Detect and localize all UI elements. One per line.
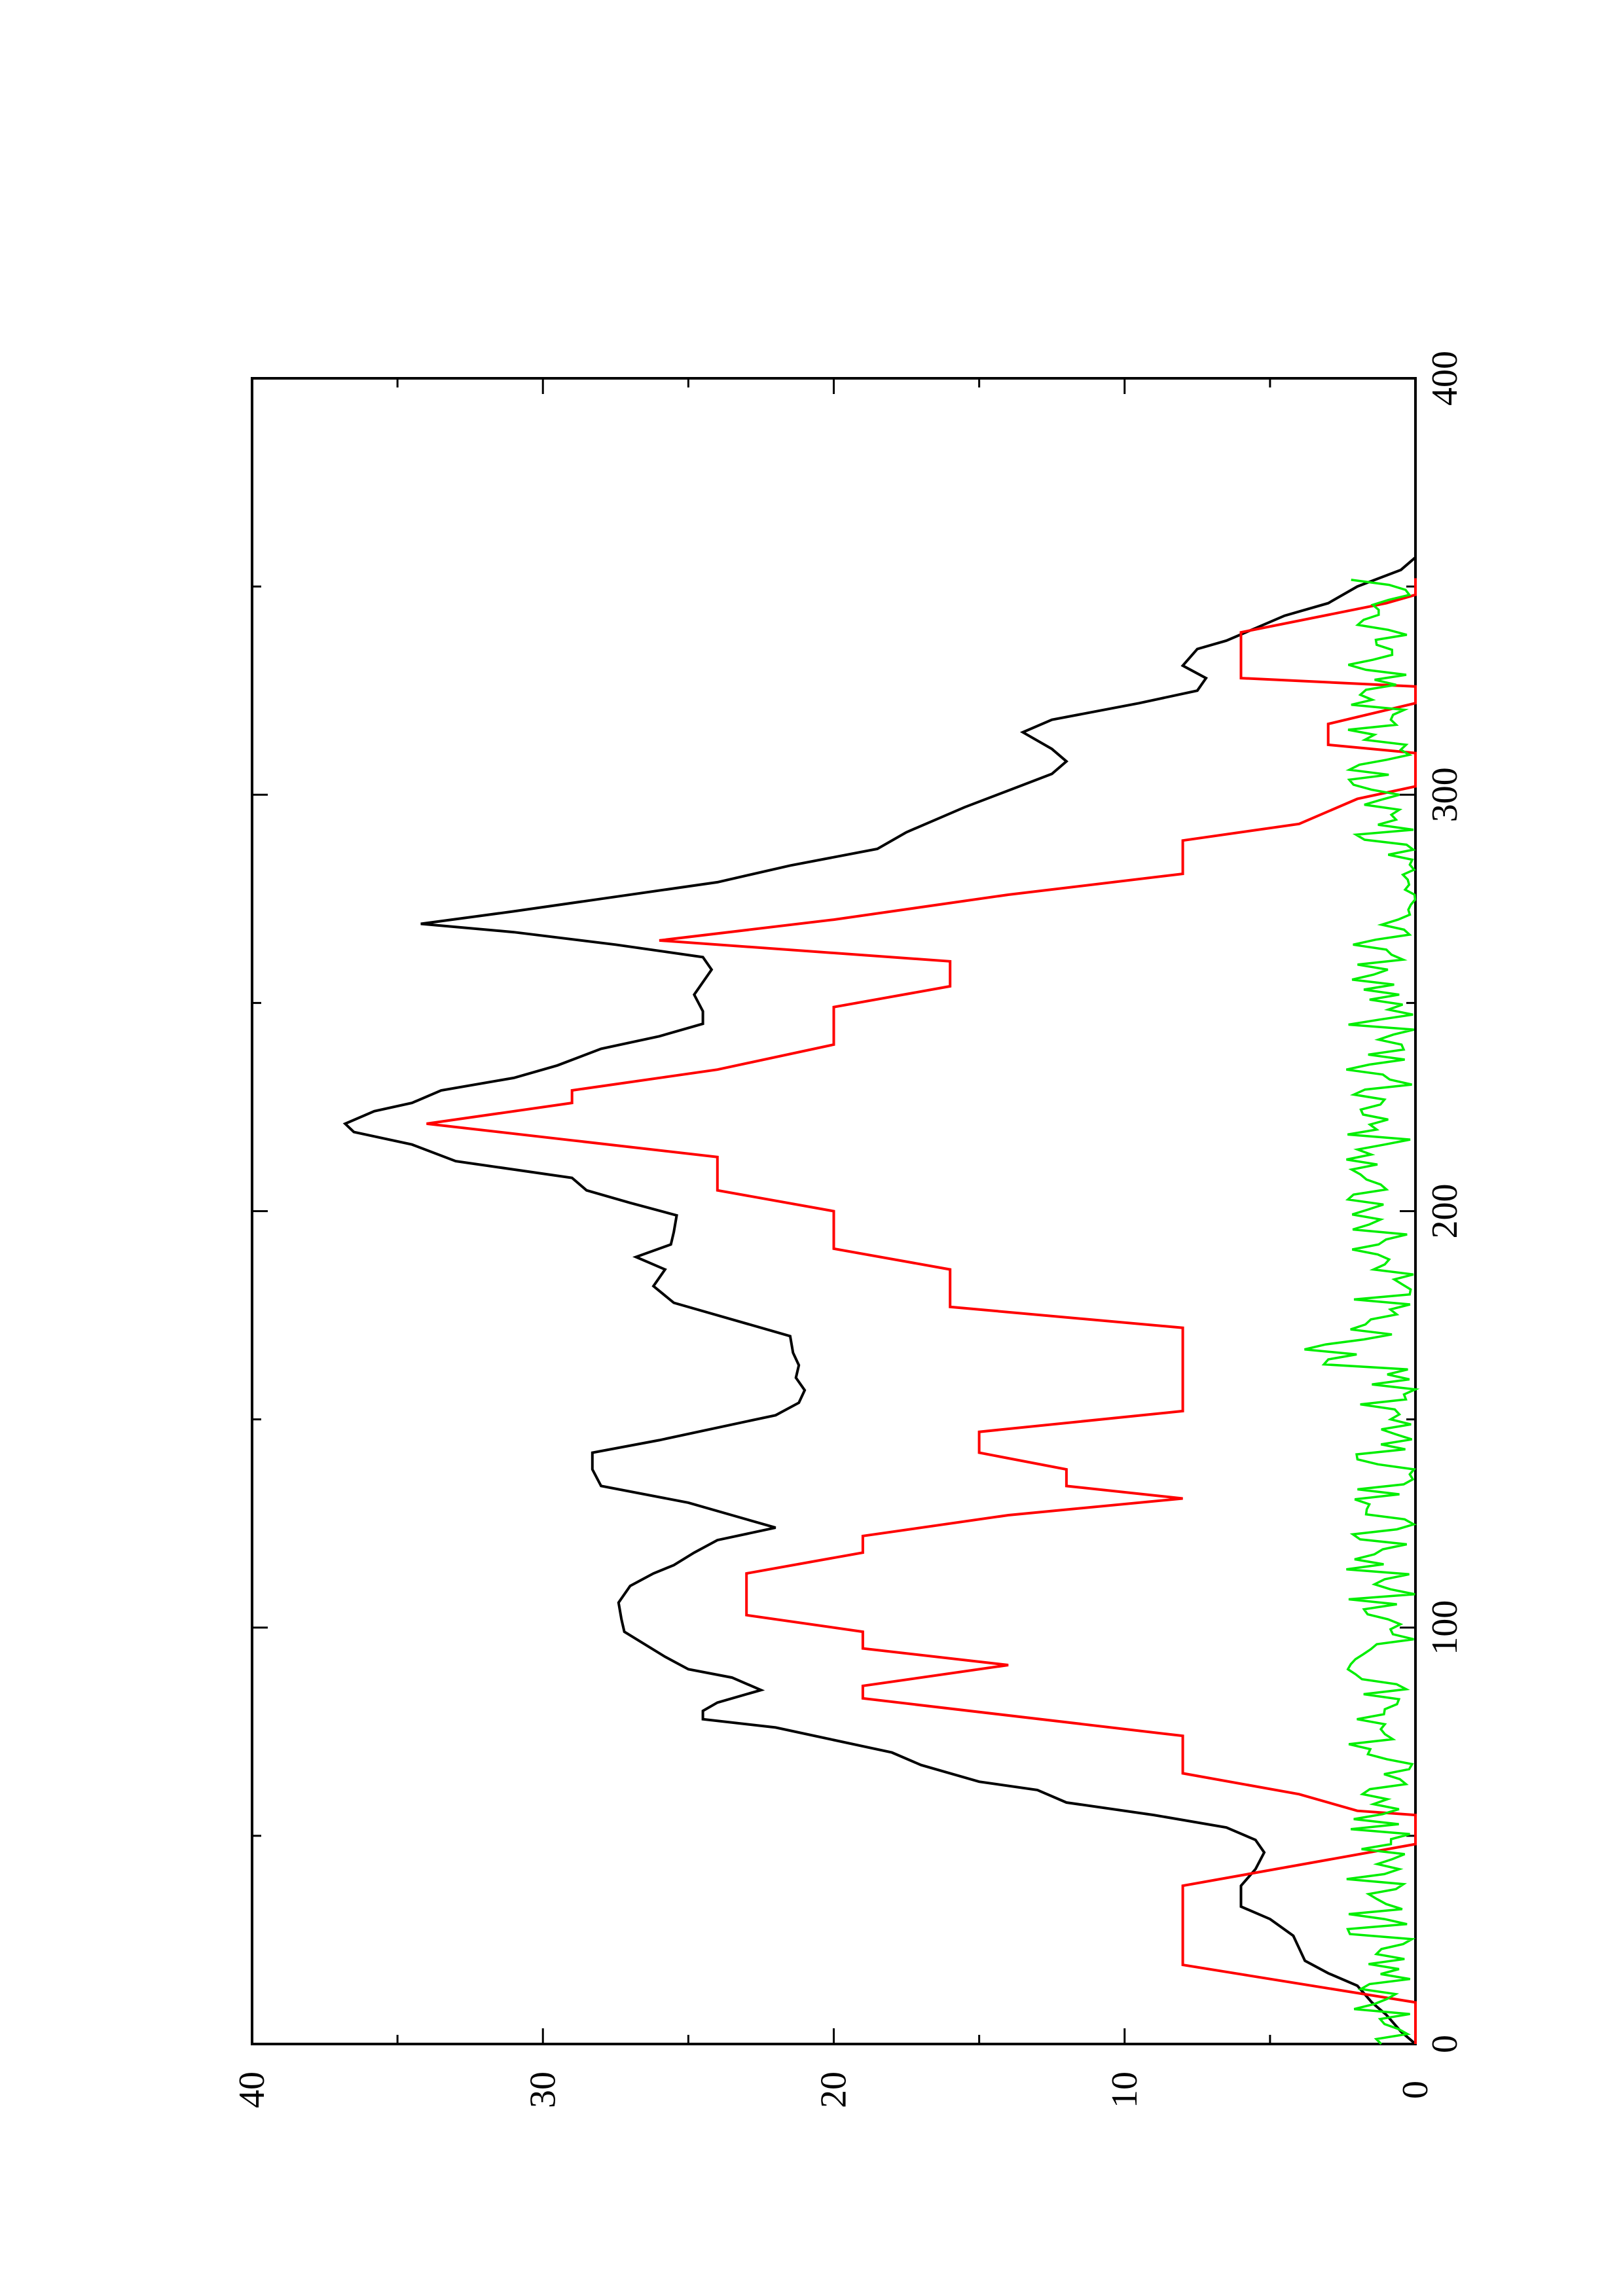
x-tick-label: 0 [1425, 2035, 1465, 2053]
series-green-line [1304, 579, 1420, 2045]
x-tick-label: 100 [1425, 1600, 1465, 1655]
series-black-line [342, 556, 1417, 2045]
x-tick-label: 400 [1425, 351, 1465, 406]
series-layer [342, 556, 1420, 2045]
series-red-line [426, 578, 1417, 2044]
y-tick-label: 30 [522, 2072, 563, 2108]
x-tick-label: 300 [1425, 767, 1465, 822]
y-tick-label: 40 [232, 2072, 272, 2108]
axis-tick-labels: 0 100 200 300 400 0 10 20 30 40 [232, 351, 1465, 2108]
y-tick-label: 10 [1104, 2072, 1145, 2108]
y-tick-label: 20 [814, 2072, 854, 2108]
x-tick-label: 200 [1425, 1184, 1465, 1239]
y-tick-label: 0 [1395, 2081, 1436, 2099]
